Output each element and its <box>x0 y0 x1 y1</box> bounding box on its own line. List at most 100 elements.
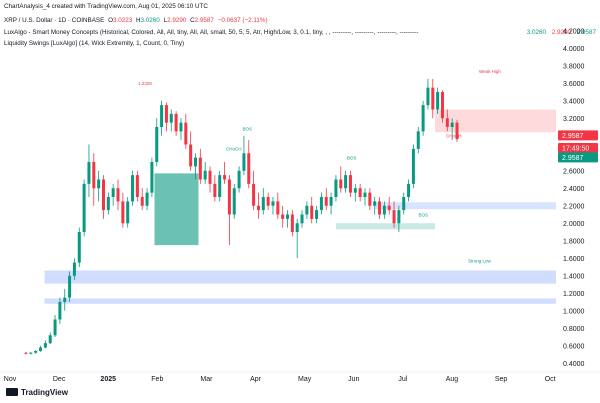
candle-body <box>256 205 260 211</box>
indicator-value-0: 3.0260 <box>526 29 546 36</box>
annotation-label: Strong Low <box>468 259 492 264</box>
candle-body <box>295 223 299 232</box>
candle-body <box>445 118 449 127</box>
candle-body <box>160 105 164 127</box>
candle-body <box>135 175 139 197</box>
y-tick-label: 1.4000 <box>563 273 585 280</box>
annotation-label: BOS <box>243 127 253 132</box>
indicator-value-1: 2.9290 <box>551 29 571 36</box>
candle-body <box>39 347 43 351</box>
y-tick-label: 3.2000 <box>563 116 585 123</box>
candle-body <box>402 197 406 211</box>
candle-body <box>126 201 130 224</box>
candle-body <box>411 148 415 184</box>
zone-4 <box>44 298 556 304</box>
candle-body <box>407 183 411 197</box>
creator-line: ChartAnalysis_4 created with TradingView… <box>4 3 208 10</box>
candle-body <box>305 205 309 215</box>
y-tick-label: 3.6000 <box>563 81 585 88</box>
candle-body <box>315 210 319 219</box>
price-tag-label: 2.9587 <box>562 133 584 140</box>
y-tick-label: 4.0000 <box>563 46 585 53</box>
candle-body <box>252 183 256 206</box>
brand-label: TradingView <box>21 388 68 397</box>
candle-body <box>266 197 270 206</box>
candle-body <box>324 197 328 206</box>
candle-body <box>353 188 357 193</box>
candle-body <box>72 262 76 276</box>
zone-5 <box>154 173 199 246</box>
candle-body <box>440 92 444 119</box>
candle-body <box>392 210 396 224</box>
candle-body <box>87 162 91 184</box>
price-tag-label: 2.9587 <box>562 155 584 162</box>
candle-body <box>53 319 57 336</box>
annotation-label: CHoCH <box>446 134 462 139</box>
x-tick-label: Mar <box>200 376 213 383</box>
x-tick-label: Sep <box>495 376 508 383</box>
y-tick-label: 2.2000 <box>563 203 585 210</box>
candle-body <box>397 210 401 224</box>
candle-body <box>34 351 38 353</box>
candle-body <box>106 197 110 211</box>
indicator-1[interactable]: LuxAlgo - Smart Money Concepts (Historic… <box>4 29 419 36</box>
indicator-1-values: 3.0260 2.9290 2.9587 <box>523 29 596 36</box>
candle-body <box>24 352 28 354</box>
candle-body <box>164 105 168 123</box>
zone-1 <box>374 202 556 210</box>
candle-body <box>261 197 265 211</box>
x-tick-label: May <box>298 376 312 383</box>
annotation-label: BOS <box>419 212 429 217</box>
change-value: −0.0637 (−2.11%) <box>217 17 268 24</box>
candle-body <box>310 205 314 219</box>
annotation-label: Weak High <box>479 69 501 74</box>
candle-body <box>237 170 241 189</box>
zone-3 <box>44 270 556 284</box>
candle-body <box>276 201 280 215</box>
footer: TradingView <box>0 384 600 403</box>
candle-body <box>208 170 212 184</box>
y-tick-label: 4.2000 <box>563 28 585 35</box>
y-tick-label: 1.0000 <box>563 308 585 315</box>
candle-body <box>450 122 454 127</box>
candle-body <box>378 201 382 215</box>
candle-body <box>77 232 81 263</box>
y-tick-label: 0.6000 <box>563 343 585 350</box>
candle-body <box>203 170 207 180</box>
y-tick-label: 1.8000 <box>563 238 585 245</box>
x-tick-label: 2025 <box>100 376 116 383</box>
y-tick-label: 0.8000 <box>563 326 585 333</box>
zone-2 <box>336 223 435 230</box>
candle-body <box>416 131 420 149</box>
open-label: O <box>108 17 113 24</box>
candle-body <box>155 127 159 162</box>
candle-body <box>169 113 173 123</box>
x-tick-label: Apr <box>250 376 262 383</box>
candle-body <box>101 179 105 211</box>
x-tick-label: Oct <box>545 376 556 383</box>
indicator-2[interactable]: Liquidity Swings [LuxAlgo] (14, Wick Ext… <box>4 40 185 47</box>
y-tick-label: 3.8000 <box>563 63 585 70</box>
price-tag <box>558 130 598 141</box>
low-label: L <box>163 17 168 24</box>
candle-body <box>213 183 217 197</box>
candle-body <box>218 175 222 197</box>
x-tick-label: Nov <box>4 376 17 383</box>
candle-body <box>131 175 135 202</box>
candle-body <box>286 214 290 219</box>
indicator-value-2: 2.9587 <box>576 29 596 36</box>
candle-body <box>290 214 294 232</box>
symbol-title: XRP / U.S. Dollar · 1D · COINBASE <box>4 17 105 24</box>
annotation-label: BOS <box>347 155 357 160</box>
annotation-label: 1.2328 <box>138 81 152 86</box>
candle-body <box>300 214 304 224</box>
low-value: 2.9290 <box>167 17 187 24</box>
candle-body <box>223 175 227 180</box>
candle-body <box>116 188 120 202</box>
candle-body <box>121 201 125 224</box>
candle-body <box>150 162 154 193</box>
candle-body <box>227 179 231 215</box>
close-label: C <box>190 17 195 24</box>
candle-body <box>189 144 193 167</box>
